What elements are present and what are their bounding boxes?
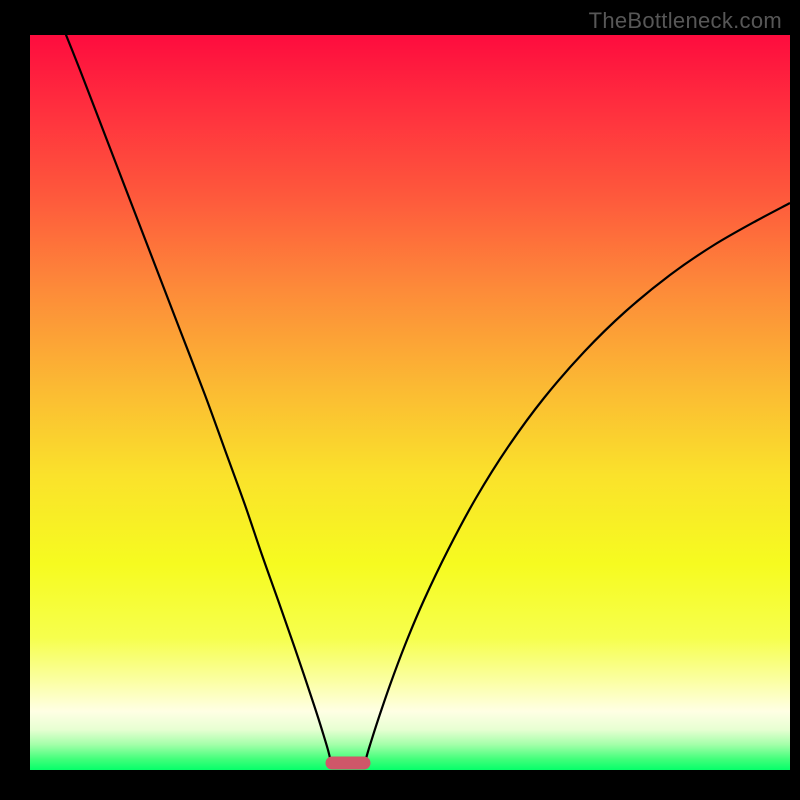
watermark-text: TheBottleneck.com bbox=[589, 8, 782, 34]
minimum-marker bbox=[326, 757, 370, 769]
curve-left-branch bbox=[58, 15, 331, 762]
curve-right-branch bbox=[365, 203, 790, 762]
bottleneck-curve bbox=[0, 0, 800, 800]
